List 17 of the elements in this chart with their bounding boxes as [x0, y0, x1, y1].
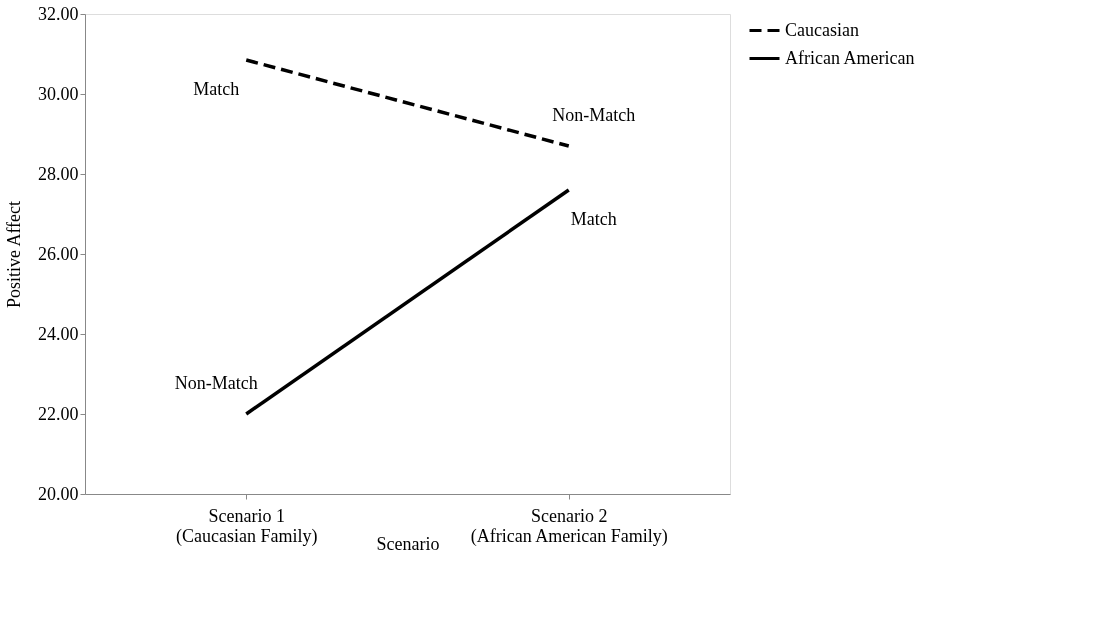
x-tick-label: Scenario 1 (Caucasian Family) [176, 505, 318, 547]
legend-label: African American [785, 47, 915, 68]
annotation: Match [570, 209, 617, 229]
legend-label: Caucasian [785, 19, 859, 40]
y-tick-label: 30.00 [38, 83, 79, 104]
annotation: Non-Match [552, 105, 636, 125]
y-axis-title: Positive Affect [4, 200, 24, 309]
y-tick-label: 28.00 [38, 163, 79, 184]
x-tick-label: Scenario 2 (African American Family) [470, 505, 668, 547]
y-tick-label: 32.00 [38, 3, 79, 24]
annotation: Match [193, 79, 240, 99]
y-tick-label: 20.00 [38, 483, 79, 504]
y-tick-label: 26.00 [38, 243, 79, 264]
x-axis-title: Scenario [376, 533, 440, 554]
y-tick-label: 24.00 [38, 323, 79, 344]
y-tick-label: 22.00 [38, 403, 79, 424]
annotation: Non-Match [174, 373, 258, 393]
